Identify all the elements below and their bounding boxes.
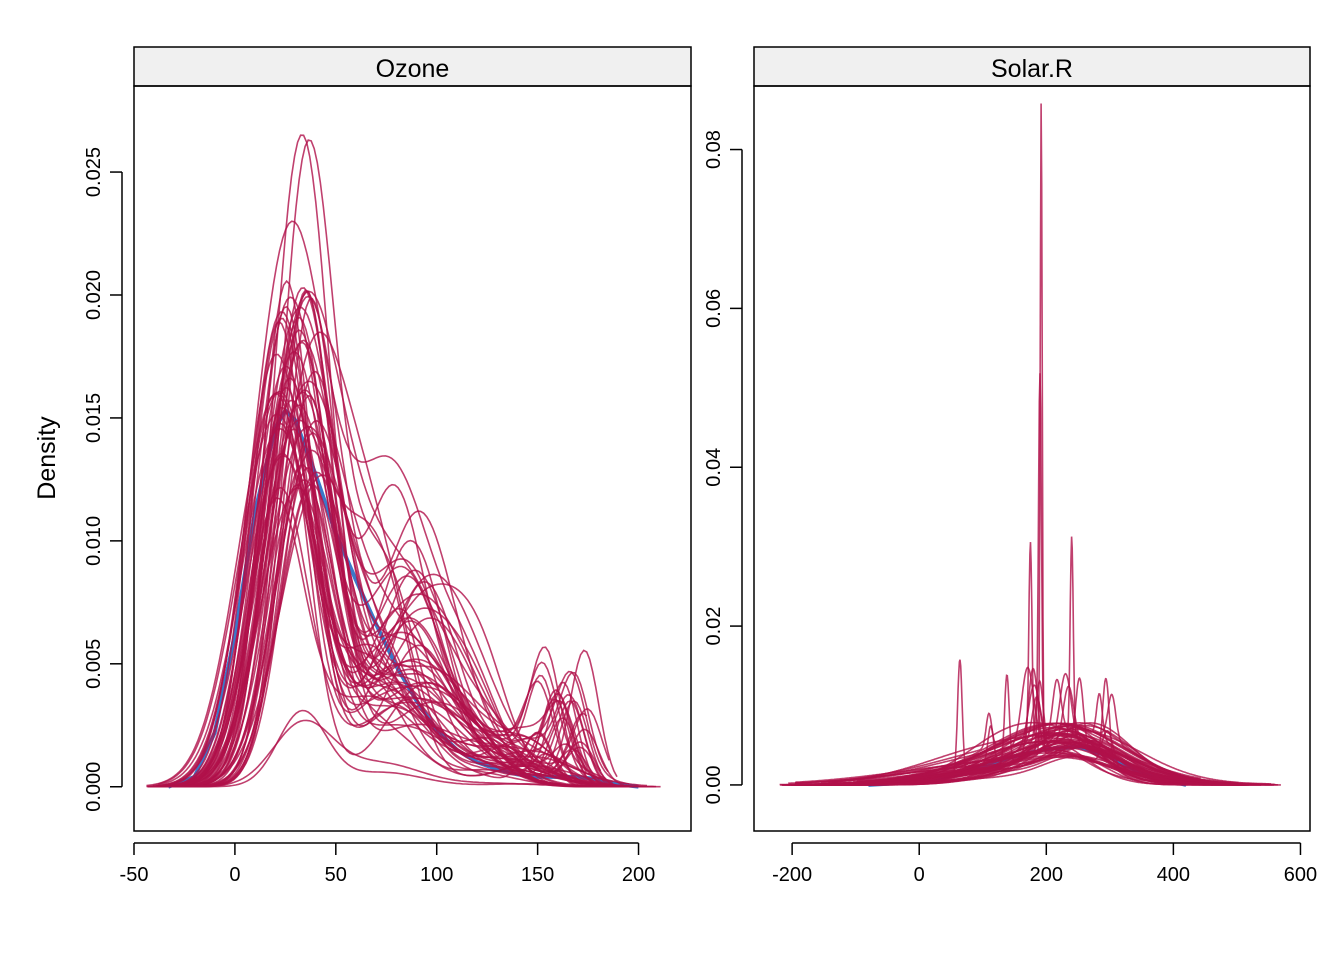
imputed-density-line <box>154 365 610 788</box>
imputed-density-line <box>150 329 638 788</box>
panel-ozone: Ozone -50 0 50 100 150 200 0.000 0.005 0.010 0.01… <box>83 46 692 886</box>
imputed-density-line <box>150 331 608 788</box>
imputed-density-line <box>795 756 1281 786</box>
panel-ozone-frame <box>133 85 692 832</box>
y-tick-label: 0.005 <box>83 639 105 689</box>
x-tick-label: 600 <box>1284 864 1317 886</box>
imputed-density-line <box>157 413 616 786</box>
y-tick-label: 0.000 <box>83 762 105 812</box>
x-tick-label: 0 <box>229 864 240 886</box>
y-tick-label: 0.04 <box>703 448 725 487</box>
panel-solar-curves <box>779 103 1281 787</box>
y-tick-label: 0.010 <box>83 516 105 566</box>
panel-solar-title: Solar.R <box>991 55 1073 83</box>
x-tick-label: 100 <box>420 864 453 886</box>
imputed-density-line <box>839 739 1209 784</box>
imputed-density-line <box>152 317 611 788</box>
x-tick-label: 150 <box>521 864 554 886</box>
x-tick-label: -200 <box>772 864 812 886</box>
x-tick-label: 200 <box>622 864 655 886</box>
y-axis-label: Density <box>33 416 61 500</box>
y-tick-label: 0.06 <box>703 289 725 328</box>
y-tick-label: 0.08 <box>703 130 725 169</box>
imputed-density-line <box>154 316 597 788</box>
imputed-density-line <box>155 370 602 788</box>
panel-solar-axes: -200 0 200 400 600 0.00 0.02 0.04 0.06 0.08 <box>703 130 1317 886</box>
x-tick-label: 400 <box>1157 864 1190 886</box>
panel-solar-strip <box>753 46 1311 87</box>
y-tick-label: 0.025 <box>83 147 105 197</box>
imputed-density-line <box>156 394 626 788</box>
imputed-density-line <box>154 297 591 788</box>
panel-solar-frame <box>753 85 1311 832</box>
x-tick-label: 0 <box>914 864 925 886</box>
y-tick-label: 0.015 <box>83 393 105 443</box>
y-tick-label: 0.00 <box>703 765 725 804</box>
imputed-density-line <box>147 341 630 788</box>
x-tick-label: 50 <box>325 864 347 886</box>
panel-ozone-curves <box>146 134 661 789</box>
imputed-density-line <box>843 740 1199 782</box>
panel-solar: Solar.R -200 0 200 400 600 0.00 0.02 0.04 0.06 0.… <box>703 46 1317 886</box>
imputed-density-line <box>158 483 592 788</box>
panel-ozone-axes: -50 0 50 100 150 200 0.000 0.005 0.010 0.015 0.020… <box>83 147 655 886</box>
y-tick-label: 0.02 <box>703 607 725 646</box>
imputed-density-line <box>157 449 627 788</box>
imputed-density-line <box>153 393 602 788</box>
x-tick-label: 200 <box>1030 864 1063 886</box>
panel-ozone-strip <box>133 46 692 87</box>
y-tick-label: 0.020 <box>83 270 105 320</box>
x-tick-label: -50 <box>120 864 149 886</box>
panel-ozone-title: Ozone <box>376 55 450 83</box>
